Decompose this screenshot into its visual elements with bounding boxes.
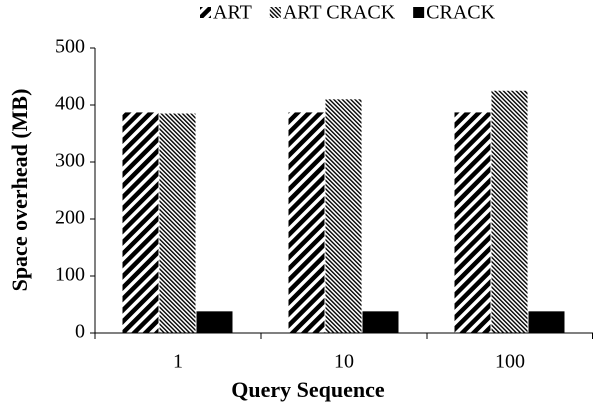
y-tick-label: 300 bbox=[55, 150, 85, 172]
bar bbox=[454, 112, 491, 333]
legend-swatch bbox=[269, 7, 281, 18]
x-tick-label: 100 bbox=[495, 351, 525, 373]
bar bbox=[159, 113, 196, 333]
y-tick-label: 400 bbox=[55, 93, 85, 115]
y-tick-label: 100 bbox=[55, 264, 85, 286]
x-tick-label: 10 bbox=[334, 351, 354, 373]
bar bbox=[362, 311, 399, 333]
y-tick-label: 0 bbox=[75, 321, 85, 343]
bar bbox=[491, 90, 528, 333]
legend-label: ART bbox=[213, 2, 252, 24]
bar bbox=[288, 112, 325, 333]
legend-label: ART CRACK bbox=[283, 2, 396, 24]
x-tick-label: 1 bbox=[173, 351, 183, 373]
bar bbox=[325, 99, 362, 333]
x-axis-title: Query Sequence bbox=[231, 377, 385, 402]
bar bbox=[196, 311, 233, 333]
y-tick-label: 200 bbox=[55, 207, 85, 229]
legend-swatch bbox=[200, 7, 211, 18]
bar bbox=[122, 112, 159, 333]
legend-label: CRACK bbox=[426, 2, 495, 24]
y-tick-label: 500 bbox=[55, 36, 85, 58]
bar bbox=[528, 311, 565, 333]
y-axis-title: Space overhead (MB) bbox=[7, 89, 32, 292]
legend-swatch bbox=[413, 7, 425, 18]
